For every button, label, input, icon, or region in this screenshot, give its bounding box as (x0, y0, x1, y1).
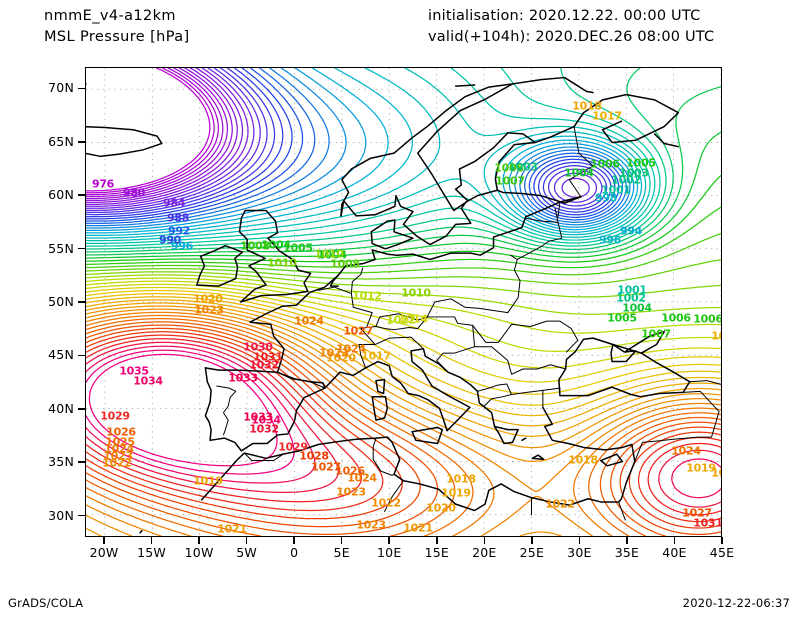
model-name: nmmE_v4-a12km (44, 8, 176, 24)
x-axis-label: 25E (519, 545, 545, 560)
x-axis-label: 15W (137, 545, 166, 560)
valid-time: valid(+104h): 2020.DEC.26 08:00 UTC (428, 29, 715, 45)
x-axis-tick (198, 537, 200, 544)
y-axis-label: 45N (48, 347, 74, 363)
y-axis-tick (78, 461, 85, 464)
variable-title: MSL Pressure [hPa] (44, 29, 190, 45)
x-axis-label: 15E (424, 545, 449, 560)
pressure-contours (86, 68, 721, 536)
x-axis-label: 35E (614, 545, 640, 560)
y-axis-label: 70N (48, 80, 74, 96)
y-axis-label: 60N (48, 187, 74, 203)
y-axis-tick (78, 408, 85, 410)
x-axis-label: 0 (290, 545, 299, 560)
x-axis-tick (340, 537, 343, 544)
y-axis-tick (78, 301, 85, 303)
x-axis-tick (531, 537, 533, 544)
y-axis-label: 65N (48, 133, 74, 149)
x-axis-label: 5W (236, 545, 257, 560)
x-axis-tick (245, 537, 248, 544)
x-axis-label: 40E (662, 545, 687, 560)
x-axis-label: 45E (709, 545, 735, 560)
y-axis-tick (78, 194, 85, 196)
y-axis-label: 35N (48, 454, 74, 470)
footer-timestamp: 2020-12-22-06:37 (682, 596, 790, 610)
x-axis-label: 10W (184, 545, 214, 560)
x-axis-tick (673, 537, 676, 544)
x-axis-label: 5E (333, 545, 350, 560)
y-axis-tick (78, 87, 85, 90)
initialisation-time: initialisation: 2020.12.22. 00:00 UTC (428, 8, 701, 24)
x-axis-label: 10E (377, 545, 402, 560)
y-axis-tick (78, 514, 85, 517)
y-axis-label: 55N (48, 240, 74, 256)
y-axis-tick (78, 354, 85, 357)
coastlines (86, 76, 721, 534)
x-axis-tick (293, 537, 295, 544)
y-axis-label: 50N (48, 294, 74, 309)
x-axis-tick (150, 537, 153, 544)
y-axis-label: 30N (48, 507, 74, 523)
y-axis-tick (78, 247, 85, 250)
x-axis-label: 20W (89, 545, 119, 560)
y-axis-tick (78, 140, 85, 143)
x-axis-tick (721, 537, 723, 544)
x-axis-tick (626, 537, 628, 544)
y-axis-label: 40N (48, 400, 74, 416)
chart-header: nmmE_v4-a12km MSL Pressure [hPa] initial… (0, 0, 800, 56)
x-axis-tick (483, 537, 486, 544)
footer-source: GrADS/COLA (8, 596, 84, 610)
x-axis-tick (435, 537, 438, 544)
x-axis-tick (388, 537, 391, 544)
x-axis-label: 30E (567, 545, 592, 560)
x-axis-tick (103, 537, 105, 544)
x-axis-label: 20E (472, 545, 497, 560)
pressure-map-plot: 976 980 984 988 992 996 990 1004 1008 1005 1004 101… (85, 67, 722, 537)
x-axis-tick (578, 537, 581, 544)
